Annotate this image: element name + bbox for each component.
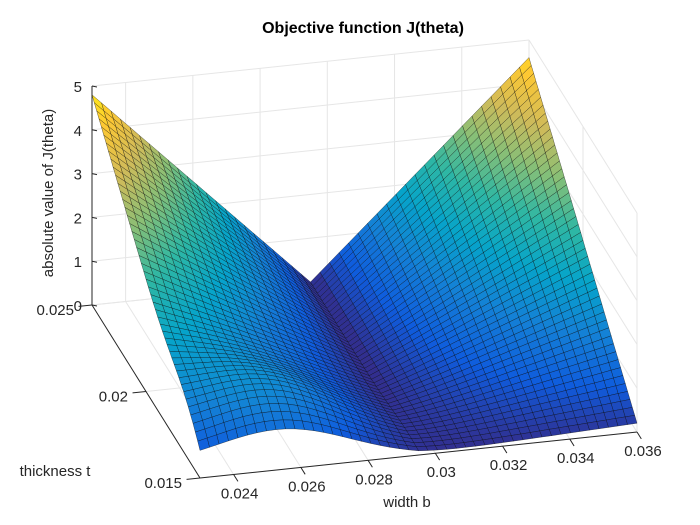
z-axis-label: absolute value of J(theta) [40, 109, 57, 277]
y-tick-mark [132, 391, 147, 394]
z-tick-mark [91, 129, 98, 132]
x-tick-mark [367, 460, 373, 468]
surface-patch [197, 437, 210, 451]
x-tick-mark [434, 452, 441, 461]
z-tick-mark [91, 173, 98, 176]
x-tick-mark [502, 445, 508, 454]
chart-title: Objective function J(theta) [262, 20, 464, 37]
x-tick-label: 0.028 [355, 471, 393, 488]
side-wall-grid-line [528, 83, 638, 258]
y-axis-label: thickness t [20, 463, 92, 480]
side-wall-grid-line [528, 39, 638, 214]
tick-labels: 0.024 0.026 0.028 0.03 0.032 0.034 0.0360.0150… [36, 79, 661, 502]
x-tick-mark [300, 467, 306, 475]
z-tick-label: 5 [74, 79, 82, 96]
y-tick-mark [186, 477, 201, 480]
surface-plot [91, 57, 638, 452]
x-tick-mark [636, 431, 642, 440]
y-tick-label: 0.025 [36, 302, 74, 319]
surface-patch [173, 363, 187, 372]
x-tick-label: 0.026 [288, 478, 326, 495]
x-tick-label: 0.032 [490, 457, 528, 474]
z-tick-mark [91, 260, 98, 263]
x-tick-label: 0.03 [427, 464, 456, 481]
back-wall-grid-line [91, 39, 530, 87]
z-tick-mark [91, 216, 98, 219]
z-tick-label: 3 [74, 167, 82, 184]
x-tick-mark [569, 438, 575, 447]
x-tick-mark [233, 474, 239, 482]
axes-lines [78, 85, 642, 482]
y-tick-mark [78, 304, 93, 307]
x-tick-label: 0.034 [557, 450, 595, 467]
z-tick-label: 0 [74, 298, 82, 315]
z-tick-label: 2 [74, 210, 82, 227]
z-tick-mark [91, 85, 98, 88]
z-tick-mark [91, 304, 98, 307]
y-tick-label: 0.015 [144, 475, 182, 492]
z-tick-label: 4 [74, 123, 82, 140]
x-axis-label: width b [382, 494, 431, 511]
y-tick-label: 0.02 [99, 389, 128, 406]
x-axis-line [199, 431, 638, 479]
x-tick-label: 0.036 [624, 443, 662, 460]
x-tick-label: 0.024 [221, 485, 259, 502]
back-wall-grid-line [91, 83, 530, 131]
z-tick-label: 1 [74, 254, 82, 271]
